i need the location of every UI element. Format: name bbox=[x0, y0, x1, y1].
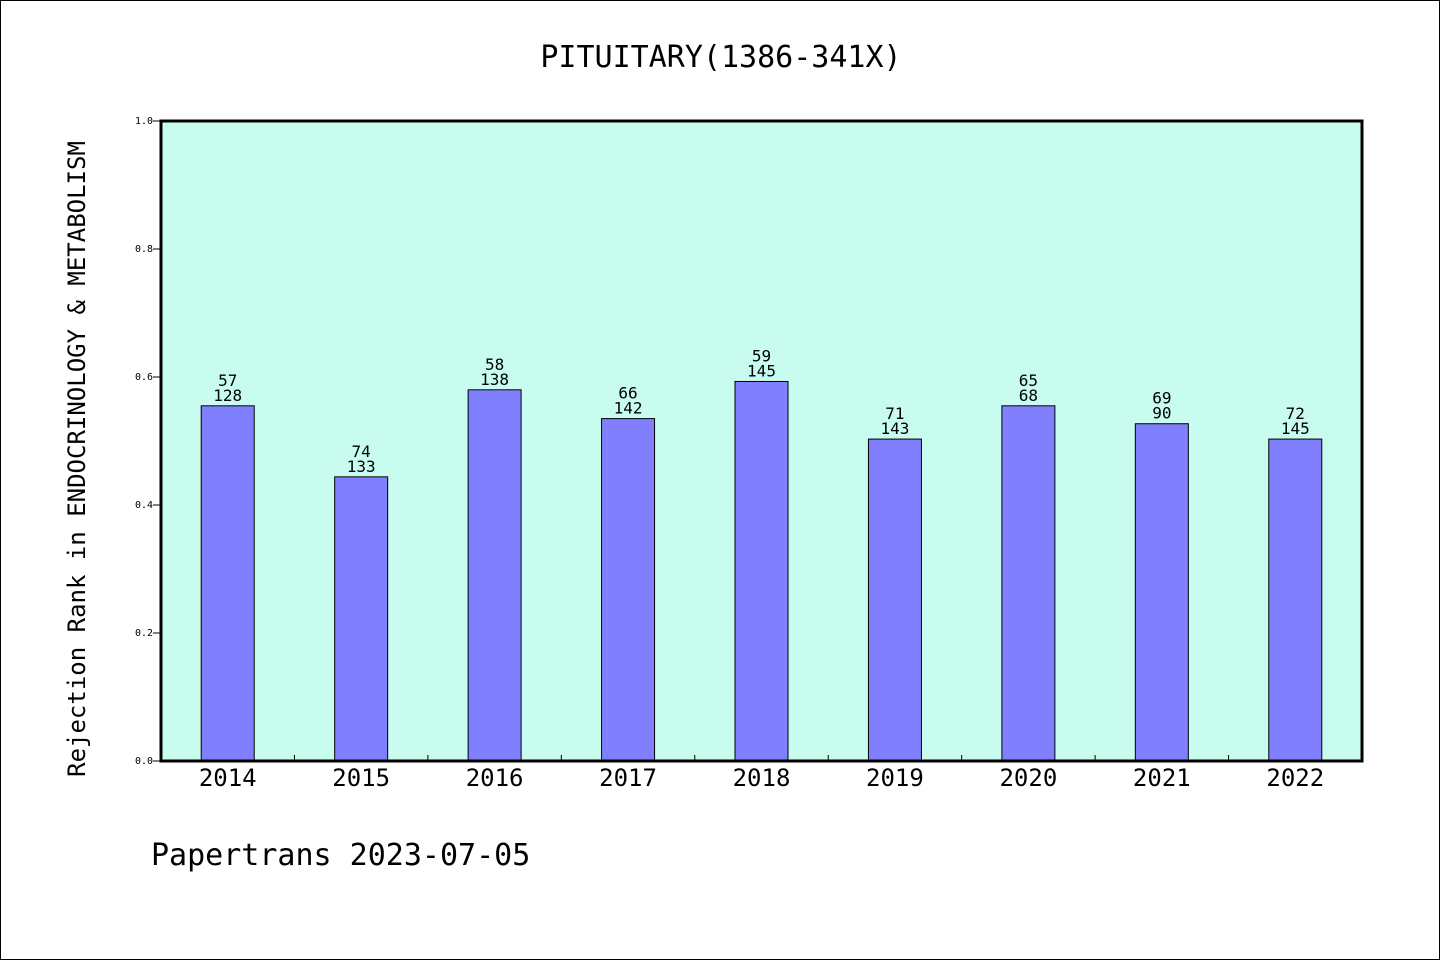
bar-label-bottom: 68 bbox=[1019, 386, 1038, 405]
bar-label-top: 58 bbox=[485, 355, 504, 374]
x-tick-label: 2015 bbox=[332, 764, 390, 792]
x-tick-label: 2020 bbox=[999, 764, 1057, 792]
bar-2020 bbox=[1001, 405, 1056, 762]
y-axis-label: Rejection Rank in ENDOCRINOLOGY & METABO… bbox=[63, 141, 91, 777]
bar-2015 bbox=[334, 476, 389, 762]
y-tick-label: 0.0 bbox=[135, 756, 153, 767]
bar-2022 bbox=[1268, 438, 1323, 762]
bar-label-top: 69 bbox=[1152, 389, 1171, 408]
x-tick-label: 2014 bbox=[199, 764, 257, 792]
bar-label-bottom: 145 bbox=[1281, 419, 1310, 438]
x-tick-label: 2019 bbox=[866, 764, 924, 792]
bar-label-top: 65 bbox=[1019, 371, 1038, 390]
bar-2018 bbox=[734, 380, 789, 762]
x-tick-label: 2018 bbox=[733, 764, 791, 792]
x-tick-label: 2022 bbox=[1266, 764, 1324, 792]
bar-label-bottom: 145 bbox=[747, 361, 776, 380]
bar-label-top: 72 bbox=[1286, 404, 1305, 423]
bar-label-bottom: 142 bbox=[614, 399, 643, 418]
x-axis: 2014 2015 2016 2017 2018 2019 2020 2021 2022 bbox=[199, 755, 1324, 792]
bar-label-bottom: 133 bbox=[347, 457, 376, 476]
x-tick-label: 2017 bbox=[599, 764, 657, 792]
bar-label-bottom: 128 bbox=[213, 386, 242, 405]
bar-label-bottom: 90 bbox=[1152, 404, 1171, 423]
y-tick-label: 1.0 bbox=[135, 116, 153, 127]
bar-label-top: 71 bbox=[885, 404, 904, 423]
plot-border bbox=[159, 119, 1364, 763]
bar-2019 bbox=[867, 438, 922, 762]
bar-2017 bbox=[601, 418, 656, 762]
y-axis: 0.0 0.2 0.4 0.6 0.8 1.0 bbox=[135, 116, 161, 767]
bar-label-top: 66 bbox=[618, 384, 637, 403]
bar-label-top: 57 bbox=[218, 371, 237, 390]
bar-2014 bbox=[200, 405, 255, 762]
x-tick-label: 2016 bbox=[466, 764, 524, 792]
bar-label-bottom: 143 bbox=[880, 419, 909, 438]
y-tick-label: 0.2 bbox=[135, 628, 153, 639]
chart-title: PITUITARY(1386-341X) bbox=[540, 40, 901, 75]
y-tick-label: 0.6 bbox=[135, 372, 153, 383]
footer-text: Papertrans 2023-07-05 bbox=[151, 838, 530, 873]
bar-2021 bbox=[1134, 423, 1189, 762]
bar-label-top: 59 bbox=[752, 346, 771, 365]
bar-label-bottom: 138 bbox=[480, 370, 509, 389]
y-tick-label: 0.4 bbox=[135, 500, 153, 511]
bar-label-top: 74 bbox=[352, 442, 371, 461]
bar-2016 bbox=[467, 389, 522, 762]
bars bbox=[200, 380, 1323, 762]
x-tick-label: 2021 bbox=[1133, 764, 1191, 792]
y-tick-label: 0.8 bbox=[135, 244, 153, 255]
